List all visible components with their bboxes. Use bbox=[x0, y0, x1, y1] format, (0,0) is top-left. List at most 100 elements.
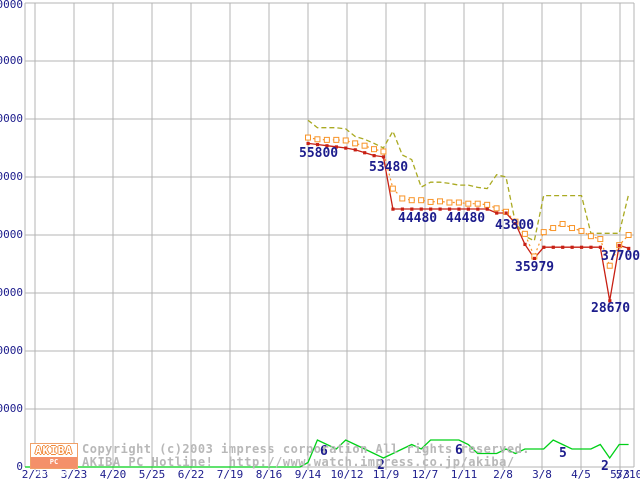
x-tick-label: 4/5 bbox=[571, 468, 591, 481]
min-price-marker bbox=[315, 143, 320, 147]
y-tick-label: 70000 bbox=[0, 54, 23, 67]
avg-price-marker bbox=[569, 225, 576, 232]
min-price-marker bbox=[551, 245, 555, 249]
avg-price-marker bbox=[597, 236, 604, 243]
avg-price-marker bbox=[578, 227, 585, 234]
min-price-marker bbox=[447, 207, 452, 211]
avg-price-marker bbox=[484, 201, 491, 208]
min-price-marker bbox=[372, 154, 376, 158]
shop-count-line bbox=[25, 439, 629, 468]
min-price-marker bbox=[410, 207, 414, 211]
avg-price-marker bbox=[342, 137, 349, 144]
min-price-marker bbox=[608, 299, 612, 303]
avg-price-marker bbox=[625, 232, 632, 238]
avg-price-marker bbox=[540, 229, 547, 236]
x-tick-label: 8/16 bbox=[255, 468, 283, 481]
x-tick-label: 2/8 bbox=[493, 468, 513, 481]
avg-price-marker bbox=[559, 220, 566, 227]
min-price-marker bbox=[495, 211, 499, 215]
price-annotation: 35979 bbox=[515, 260, 555, 275]
y-tick-label: 60000 bbox=[0, 112, 23, 125]
x-tick-label: 12/7 bbox=[411, 468, 439, 481]
avg-price-marker bbox=[455, 199, 462, 206]
x-tick-label: 1/11 bbox=[450, 468, 478, 481]
avg-price-marker bbox=[587, 233, 594, 240]
akiba-logo-subtitle: PC Hotline! bbox=[31, 457, 77, 477]
site-url-line: AKIBA PC Hotline! http://www.watch.impre… bbox=[82, 455, 515, 469]
min-price-marker bbox=[400, 207, 404, 211]
max-price-line bbox=[307, 119, 630, 242]
min-price-marker bbox=[617, 243, 621, 248]
min-price-marker bbox=[561, 245, 565, 249]
min-price-marker bbox=[523, 242, 527, 246]
x-tick-label: 4/20 bbox=[99, 468, 127, 481]
avg-price-marker bbox=[314, 136, 321, 143]
min-price-marker bbox=[466, 207, 470, 211]
price-annotation: 44480 bbox=[398, 211, 438, 226]
avg-price-marker bbox=[333, 136, 340, 143]
avg-price-marker bbox=[606, 262, 613, 269]
avg-price-marker bbox=[550, 225, 557, 232]
min-price-marker bbox=[570, 245, 574, 249]
y-tick-label: 80000 bbox=[0, 0, 23, 11]
y-tick-label: 20000 bbox=[0, 344, 23, 357]
min-price-marker bbox=[391, 207, 395, 211]
shop-count-annotation: 6 bbox=[320, 444, 328, 459]
min-price-marker bbox=[476, 207, 480, 211]
avg-price-marker bbox=[474, 200, 481, 207]
avg-price-marker bbox=[371, 146, 378, 153]
min-price-marker bbox=[513, 221, 518, 226]
min-price-marker bbox=[627, 246, 631, 251]
shop-count-annotation: 2 bbox=[377, 458, 385, 473]
min-price-marker bbox=[334, 145, 338, 149]
y-tick-label: 10000 bbox=[0, 402, 23, 415]
avg-price-marker bbox=[389, 185, 396, 192]
avg-price-marker bbox=[380, 148, 387, 155]
price-annotation: 53480 bbox=[369, 160, 409, 175]
y-tick-label: 40000 bbox=[0, 228, 23, 241]
x-tick-label: 11/9 bbox=[372, 468, 400, 481]
min-price-marker bbox=[542, 245, 546, 249]
x-tick-label: 5/25 bbox=[138, 468, 166, 481]
shop-count-annotation: 6 bbox=[455, 443, 463, 458]
akiba-pc-hotline-logo: AKIBA PC Hotline! bbox=[30, 443, 78, 477]
avg-price-marker bbox=[352, 140, 359, 147]
min-price-marker bbox=[325, 144, 329, 148]
x-tick-label: 10/12 bbox=[330, 468, 364, 481]
x-tick-label: 5/3 bbox=[610, 468, 630, 481]
price-annotation: 44480 bbox=[446, 211, 486, 226]
x-tick-label: 5/10 bbox=[615, 468, 640, 481]
avg-price-marker bbox=[437, 198, 444, 205]
x-tick-label: 9/14 bbox=[294, 468, 322, 481]
copyright-line: Copyright (c)2003 impress corporation Al… bbox=[82, 442, 531, 456]
avg-price-marker bbox=[408, 197, 415, 204]
akiba-logo-title: AKIBA bbox=[34, 444, 74, 457]
min-price-marker bbox=[589, 245, 593, 249]
avg-price-marker bbox=[521, 230, 528, 237]
min-price-marker bbox=[485, 207, 489, 211]
avg-price-marker bbox=[361, 142, 368, 149]
avg-price-marker bbox=[399, 195, 406, 202]
price-annotation: 37700 bbox=[601, 249, 640, 264]
y-tick-label: 50000 bbox=[0, 170, 23, 183]
min-price-marker bbox=[532, 256, 537, 261]
avg-price-marker bbox=[465, 200, 472, 207]
min-price-marker bbox=[579, 245, 584, 249]
min-price-marker bbox=[306, 141, 310, 146]
min-price-marker bbox=[419, 207, 423, 211]
y-tick-label: 0 bbox=[16, 460, 23, 473]
min-price-marker bbox=[381, 155, 386, 159]
min-price-marker bbox=[504, 211, 508, 215]
min-price-marker bbox=[353, 148, 357, 152]
min-price-marker bbox=[438, 207, 442, 211]
shop-count-annotation: 2 bbox=[601, 459, 609, 474]
x-tick-label: 3/23 bbox=[60, 468, 88, 481]
x-tick-label: 2/23 bbox=[21, 468, 49, 481]
avg-price-marker bbox=[305, 134, 311, 141]
price-annotation: 28670 bbox=[591, 301, 631, 316]
avg-price-marker bbox=[418, 197, 425, 204]
shop-count-annotation: 5 bbox=[559, 446, 567, 461]
min-price-marker bbox=[598, 245, 603, 249]
